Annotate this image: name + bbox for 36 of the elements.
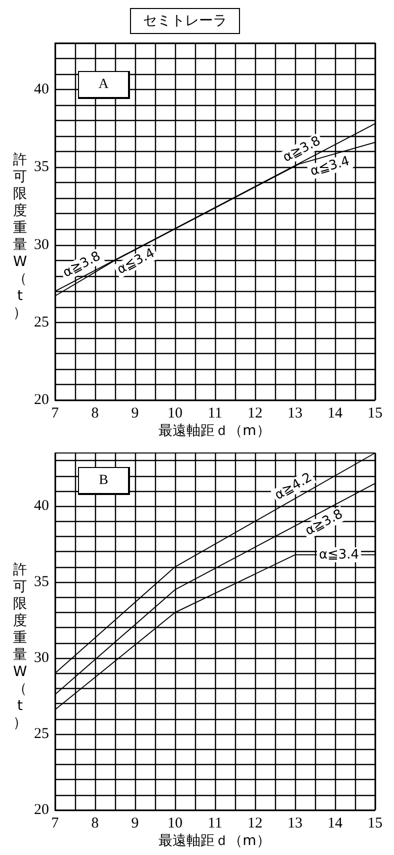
chart-title: セミトレーラ xyxy=(130,8,240,34)
x-tick-label: 10 xyxy=(168,406,182,422)
x-tick-label: 7 xyxy=(51,406,60,422)
y-tick-label: 25 xyxy=(34,314,49,330)
x-tick-label: 15 xyxy=(368,406,382,422)
x-tick-label: 12 xyxy=(248,406,262,422)
x-tick-label: 11 xyxy=(208,816,222,832)
text: 許可限度重量W（t） xyxy=(13,152,27,321)
series-label: α≦3.4 xyxy=(318,547,360,562)
y-tick-label: 40 xyxy=(34,82,49,98)
y-tick-label: 40 xyxy=(34,498,49,514)
x-axis-title: 最遠軸距ｄ（m） xyxy=(158,832,272,850)
x-tick-label: 9 xyxy=(131,406,139,422)
x-tick-label: 14 xyxy=(328,816,343,832)
x-tick-label: 13 xyxy=(288,816,302,832)
x-tick-label: 10 xyxy=(168,816,182,832)
y-tick-label: 20 xyxy=(34,802,49,818)
x-tick-label: 15 xyxy=(368,816,382,832)
y-tick-label: 35 xyxy=(34,574,49,590)
x-tick-label: 13 xyxy=(288,406,302,422)
x-tick-label: 11 xyxy=(208,406,222,422)
x-axis-title: 最遠軸距ｄ（m） xyxy=(158,422,272,440)
text: 許可限度重量W（t） xyxy=(13,562,27,731)
x-tick-label: 8 xyxy=(91,816,99,832)
x-tick-label: 9 xyxy=(131,816,139,832)
y-tick-label: 30 xyxy=(34,236,49,253)
x-tick-label: 14 xyxy=(328,406,343,422)
y-tick-label: 35 xyxy=(34,159,49,176)
x-tick-label: 12 xyxy=(248,816,262,832)
y-tick-label: 30 xyxy=(34,650,49,666)
text: B xyxy=(78,467,130,495)
text: A xyxy=(78,71,130,99)
y-tick-label: 20 xyxy=(34,392,49,408)
x-tick-label: 7 xyxy=(51,816,60,832)
y-tick-label: 25 xyxy=(34,726,49,742)
x-tick-label: 8 xyxy=(91,406,99,422)
